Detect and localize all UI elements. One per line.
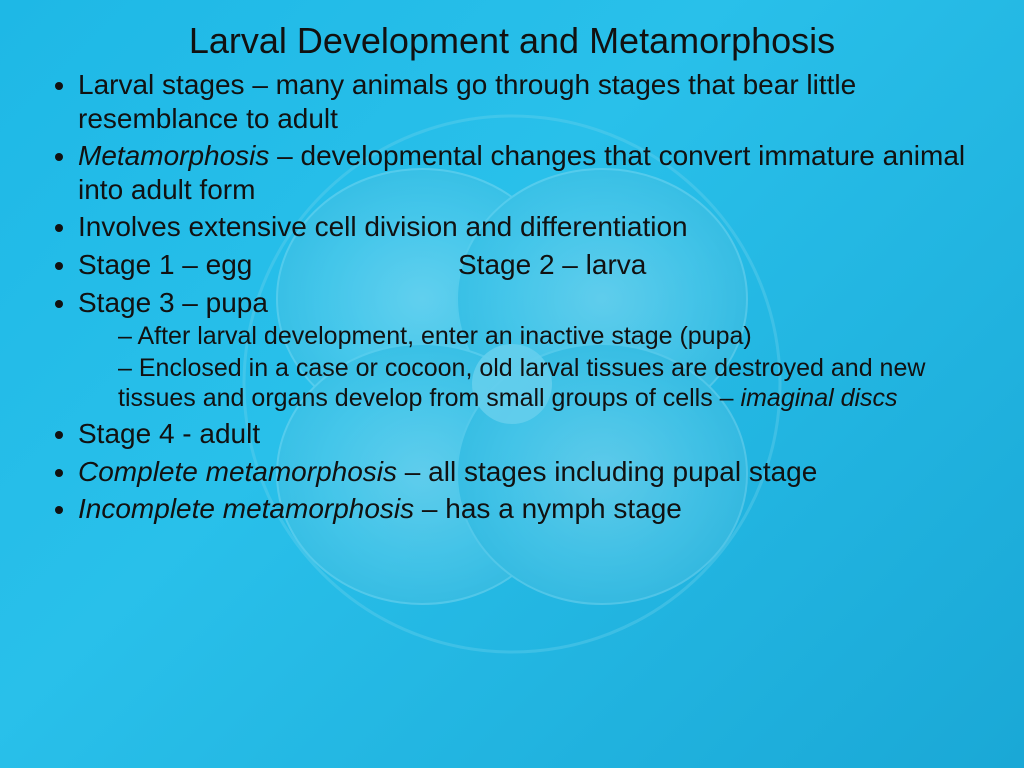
term-incomplete-metamorphosis: Incomplete metamorphosis — [78, 493, 414, 524]
sub-imaginal-discs: Enclosed in a case or cocoon, old larval… — [118, 353, 994, 413]
term-metamorphosis: Metamorphosis — [78, 140, 269, 171]
sub-inactive-stage: After larval development, enter an inact… — [118, 321, 994, 351]
slide-title: Larval Development and Metamorphosis — [30, 20, 994, 62]
bullet-metamorphosis: Metamorphosis – developmental changes th… — [78, 139, 994, 206]
stage-1-text: Stage 1 – egg — [78, 248, 458, 282]
bullet-cell-division: Involves extensive cell division and dif… — [78, 210, 994, 244]
bullet-complete-metamorphosis: Complete metamorphosis – all stages incl… — [78, 455, 994, 489]
bullet-larval-stages: Larval stages – many animals go through … — [78, 68, 994, 135]
bullet-list: Larval stages – many animals go through … — [30, 68, 994, 526]
term-imaginal-discs: imaginal discs — [741, 384, 898, 412]
stage-3-text: Stage 3 – pupa — [78, 287, 268, 318]
bullet-incomplete-metamorphosis: Incomplete metamorphosis – has a nymph s… — [78, 492, 994, 526]
bullet-stage-4: Stage 4 - adult — [78, 417, 994, 451]
term-complete-metamorphosis: Complete metamorphosis — [78, 456, 397, 487]
slide: Larval Development and Metamorphosis Lar… — [0, 0, 1024, 768]
text: – has a nymph stage — [414, 493, 682, 524]
bullet-stage-1-2: Stage 1 – egg Stage 2 – larva — [78, 248, 994, 282]
sub-list-pupa: After larval development, enter an inact… — [78, 321, 994, 413]
bullet-stage-3: Stage 3 – pupa After larval development,… — [78, 286, 994, 414]
text: – all stages including pupal stage — [397, 456, 817, 487]
stage-2-text: Stage 2 – larva — [458, 248, 646, 282]
slide-content: Larval Development and Metamorphosis Lar… — [0, 0, 1024, 526]
